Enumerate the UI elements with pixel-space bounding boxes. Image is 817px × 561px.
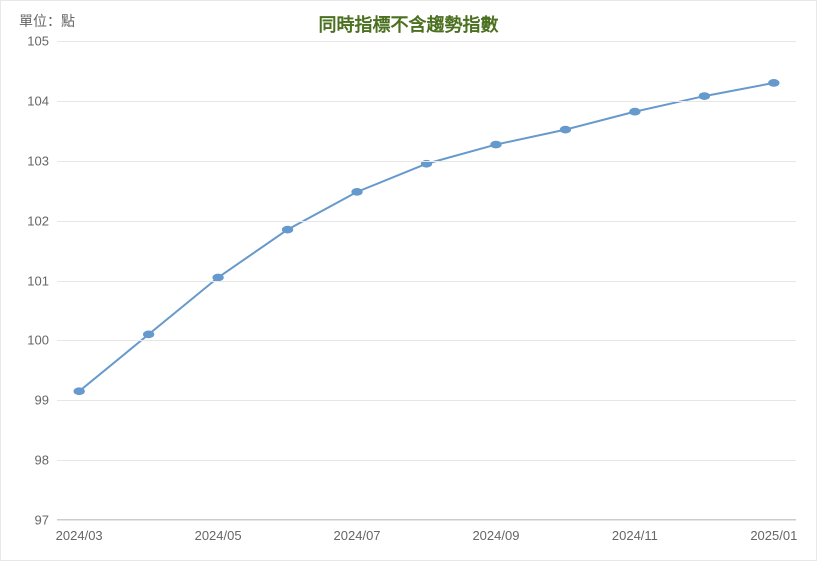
x-tick-label: 2024/05	[195, 528, 242, 543]
x-tick-label: 2024/03	[56, 528, 103, 543]
x-tick-label: 2024/07	[334, 528, 381, 543]
gridline	[57, 221, 796, 222]
y-tick-label: 101	[27, 273, 49, 288]
y-tick-label: 103	[27, 153, 49, 168]
x-tick-label: 2025/01	[750, 528, 797, 543]
gridline	[57, 281, 796, 282]
data-point	[699, 93, 709, 100]
gridline	[57, 400, 796, 401]
x-axis	[57, 519, 796, 520]
plot-area: 9798991001011021031041052024/032024/0520…	[57, 41, 796, 520]
gridline	[57, 460, 796, 461]
y-tick-label: 100	[27, 333, 49, 348]
gridline	[57, 101, 796, 102]
y-tick-label: 99	[35, 393, 49, 408]
x-tick-label: 2024/11	[612, 528, 658, 543]
y-tick-label: 102	[27, 213, 49, 228]
data-point	[282, 226, 292, 233]
chart-title: 同時指標不含趨勢指數	[1, 11, 816, 37]
y-tick-label: 104	[27, 93, 49, 108]
x-tick-label: 2024/09	[472, 528, 519, 543]
y-tick-label: 105	[27, 34, 49, 49]
data-point	[769, 80, 779, 87]
data-point	[143, 331, 153, 338]
y-tick-label: 98	[35, 453, 49, 468]
gridline	[57, 161, 796, 162]
data-line	[79, 83, 774, 391]
gridline	[57, 520, 796, 521]
y-tick-label: 97	[35, 513, 49, 528]
gridline	[57, 340, 796, 341]
data-point	[491, 141, 501, 148]
data-point	[352, 189, 362, 196]
data-point	[74, 388, 84, 395]
data-point	[630, 108, 640, 115]
chart-container: 單位：點 同時指標不含趨勢指數 979899100101102103104105…	[0, 0, 817, 561]
gridline	[57, 41, 796, 42]
data-point	[560, 126, 570, 133]
